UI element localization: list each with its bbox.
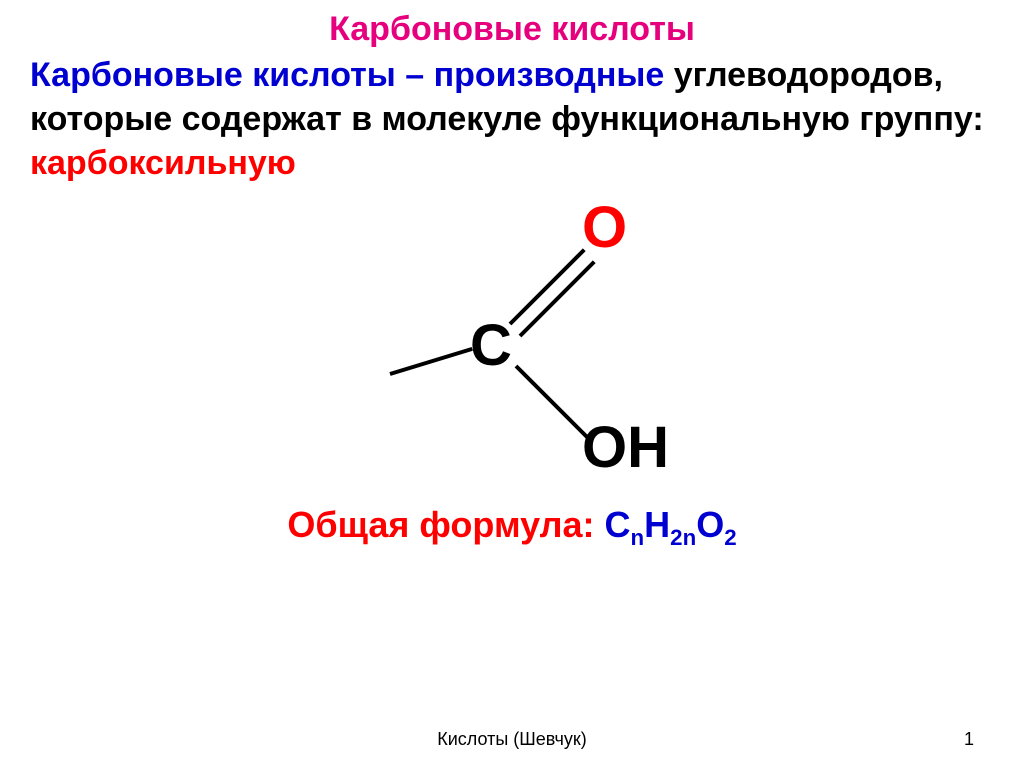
carboxyl-structure: C O OH bbox=[302, 194, 722, 494]
bond-double-2 bbox=[519, 260, 596, 337]
definition-part-red: карбоксильную bbox=[30, 144, 296, 182]
bond-bottom-single bbox=[515, 364, 592, 441]
atom-oh: OH bbox=[582, 414, 669, 481]
footer-page-number: 1 bbox=[964, 729, 974, 750]
slide-title: Карбоновые кислоты bbox=[30, 10, 994, 49]
atom-o-top: O bbox=[582, 194, 627, 261]
title-text: Карбоновые кислоты bbox=[329, 10, 695, 48]
formula-label: Общая формула: bbox=[287, 504, 604, 545]
bond-double-1 bbox=[509, 248, 586, 325]
formula-c: C bbox=[605, 504, 631, 545]
formula-o-sub: 2 bbox=[724, 525, 736, 550]
formula-h: H bbox=[644, 504, 670, 545]
definition-part-blue: Карбоновые кислоты – производные bbox=[30, 56, 664, 94]
formula-o: O bbox=[696, 504, 724, 545]
formula-c-sub: n bbox=[631, 525, 645, 550]
atom-c: C bbox=[470, 312, 512, 379]
bond-left-single bbox=[389, 347, 472, 376]
footer-center-text: Кислоты (Шевчук) bbox=[0, 729, 1024, 750]
general-formula: Общая формула: CnH2nO2 bbox=[30, 504, 994, 546]
definition-block: Карбоновые кислоты – производные углевод… bbox=[30, 53, 994, 186]
structure-diagram-container: C O OH bbox=[30, 194, 994, 494]
formula-h-sub: 2n bbox=[670, 525, 696, 550]
